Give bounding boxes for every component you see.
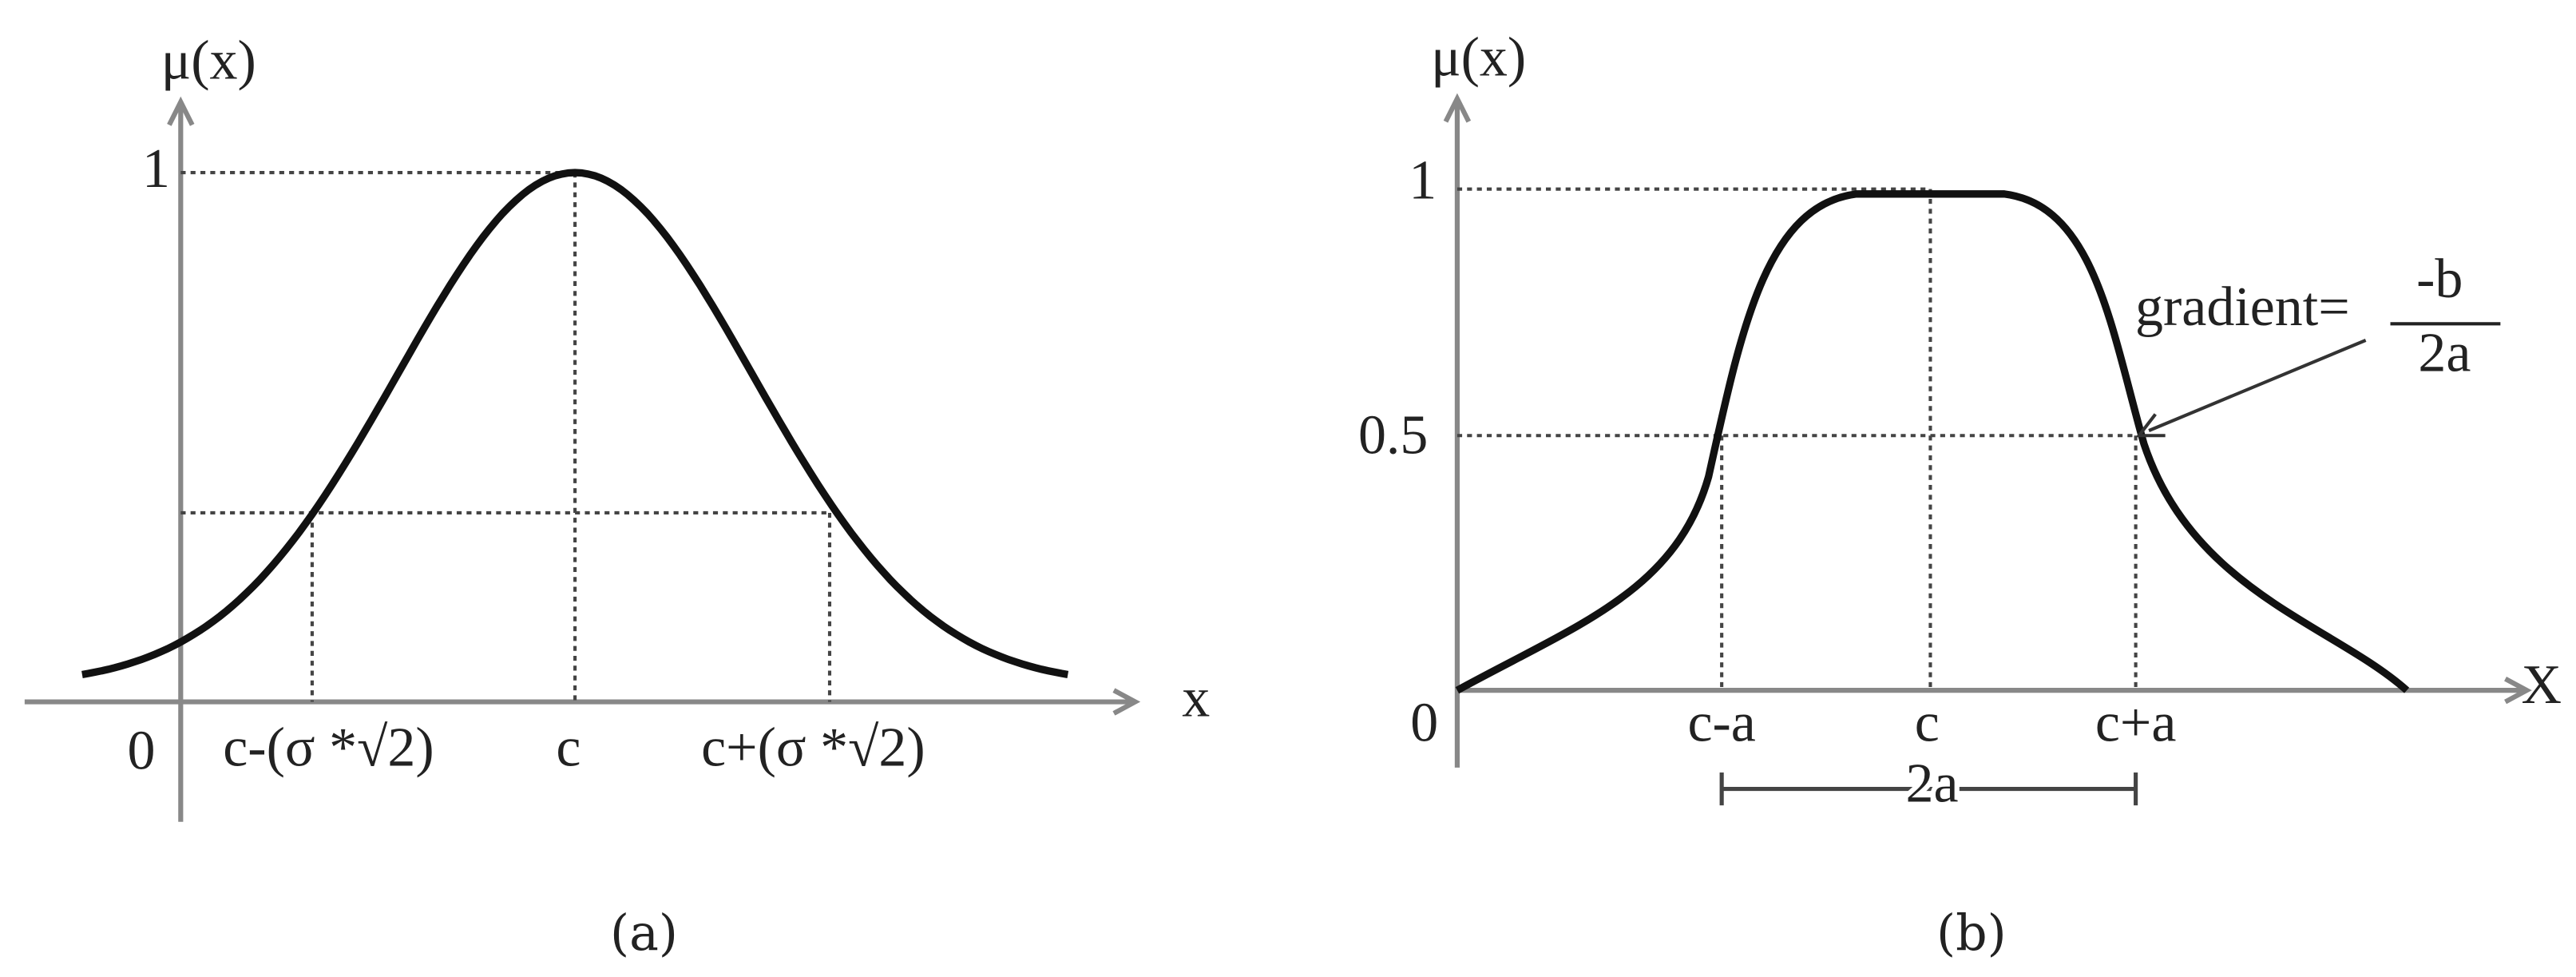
y-axis-label: μ(x): [161, 30, 256, 91]
x-arrow: [1112, 688, 1141, 716]
annotation-arrowhead: [2135, 413, 2166, 438]
annotation-denominator: 2a: [2418, 323, 2471, 384]
x-label: c+(σ *√2): [701, 717, 925, 778]
x-label: 0: [127, 720, 155, 781]
x-label: c: [1915, 693, 1940, 754]
y-label: 1: [1409, 150, 1437, 212]
x-label: 0: [1410, 693, 1438, 754]
annotation-numerator: -b: [2416, 248, 2463, 310]
x-arrow: [2504, 677, 2532, 705]
y-label: 1: [142, 138, 170, 200]
annotation-text: gradient=: [2135, 276, 2350, 338]
caption: (a): [610, 904, 678, 962]
y-axis-label: μ(x): [1431, 26, 1526, 88]
width-label: 2a: [1905, 753, 1958, 815]
x-axis-label: x: [1182, 668, 1210, 729]
caption: (b): [1936, 904, 2007, 962]
x-label: c+a: [2095, 693, 2177, 754]
x-label: c-a: [1687, 693, 1755, 754]
gaussian-curve: [81, 169, 1069, 678]
x-axis-label: X: [2522, 654, 2562, 716]
panel-a: μ(x) 1 x 0 c-(σ *√2) c c+(σ *√2) (a): [24, 30, 1210, 962]
y-arrow: [1443, 93, 1472, 123]
x-label: c: [556, 717, 581, 778]
annotation-arrow: [2148, 339, 2367, 432]
y-arrow: [167, 96, 195, 126]
y-label: 0.5: [1358, 404, 1428, 466]
bell-curve: [1455, 190, 2410, 694]
x-label: c-(σ *√2): [223, 717, 434, 778]
panel-b: μ(x) 1 0.5 X 0 c-a c c+a 2a gradient= -b…: [1358, 26, 2562, 962]
